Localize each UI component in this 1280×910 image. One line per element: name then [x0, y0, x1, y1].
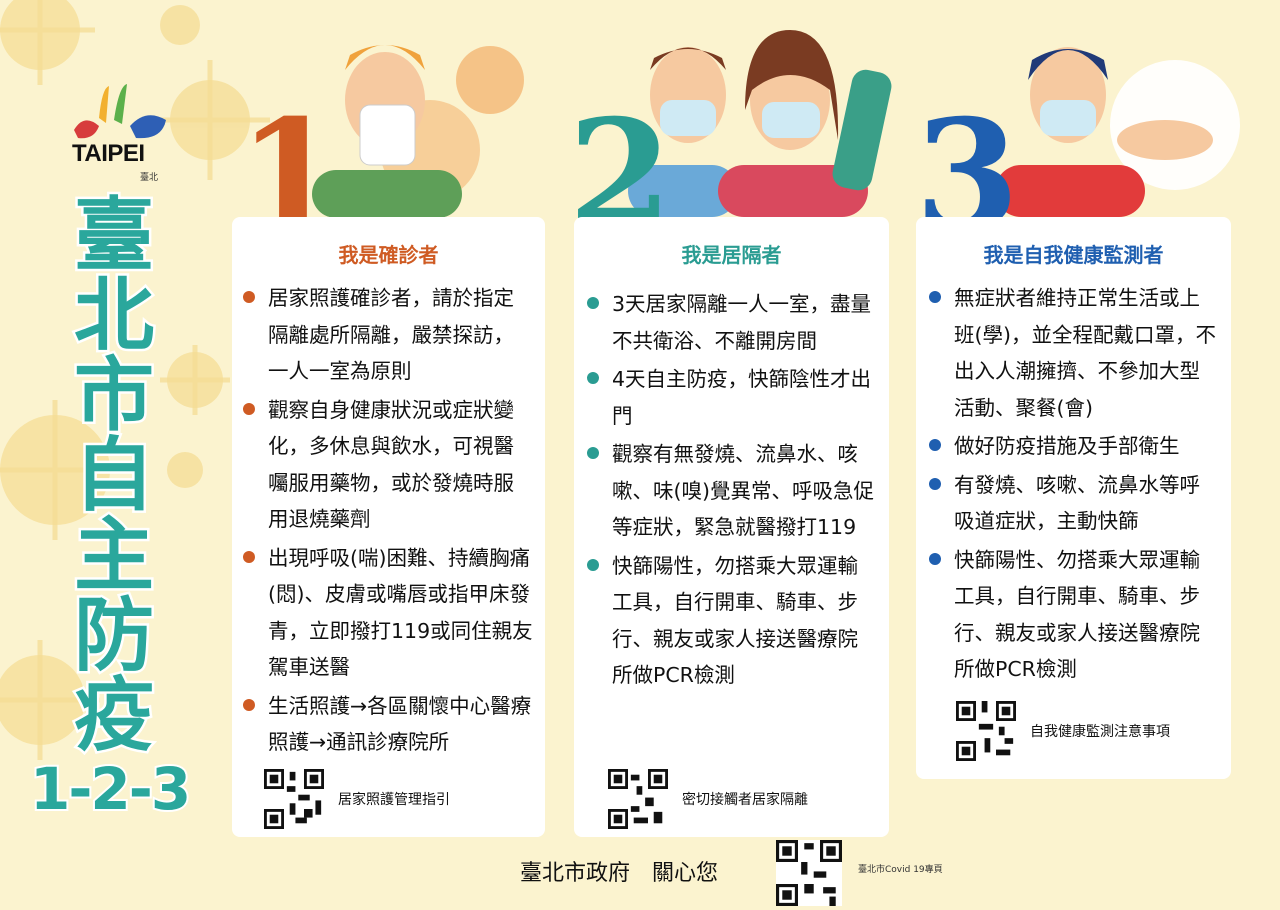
- list-item: 居家照護確診者，請於指定隔離處所隔離，嚴禁探訪，一人一室為原則: [238, 280, 533, 390]
- list-item: 無症狀者維持正常生活或上班(學)，並全程配戴口罩，不出入人潮擁擠、不參加大型活動…: [924, 280, 1219, 426]
- list-item: 做好防疫措施及手部衛生: [924, 428, 1219, 465]
- card-list: 3天居家隔離一人一室，盡量不共衛浴、不離開房間 4天自主防疫，快篩陰性才出門 觀…: [582, 286, 877, 694]
- qr-code-icon[interactable]: [776, 840, 842, 906]
- title-char: 主: [72, 509, 157, 602]
- list-item: 快篩陽性、勿搭乘大眾運輸工具，自行開車、騎車、步行、親友或家人接送醫療院所做PC…: [924, 542, 1219, 688]
- two-people-masks-illustration: [628, 30, 892, 217]
- qr-label: 居家照護管理指引: [338, 792, 450, 808]
- qr-code-icon: [956, 701, 1016, 761]
- bullet-icon: [587, 297, 599, 309]
- qr-link[interactable]: 居家照護管理指引: [264, 769, 450, 829]
- list-item: 出現呼吸(喘)困難、持續胸痛(悶)、皮膚或嘴唇或指甲床發青，立即撥打119或同住…: [238, 540, 533, 686]
- logo-subtext: 臺北: [140, 173, 159, 183]
- footer-covid-page-label: 臺北市Covid 19專頁: [858, 865, 943, 875]
- title-char: 市: [72, 349, 157, 442]
- card-home-quarantine: 我是居隔者 3天居家隔離一人一室，盡量不共衛浴、不離開房間 4天自主防疫，快篩陰…: [574, 217, 889, 837]
- list-item: 3天居家隔離一人一室，盡量不共衛浴、不離開房間: [582, 286, 877, 359]
- bullet-icon: [929, 552, 941, 565]
- title-char: 北: [72, 269, 157, 362]
- person-sneezing-illustration: [312, 45, 524, 218]
- list-item: 快篩陽性，勿搭乘大眾運輸工具，自行開車、騎車、步行、親友或家人接送醫療院所做PC…: [582, 548, 877, 694]
- title-char: 臺: [72, 189, 157, 282]
- page-title: 臺 北 市 自 主 防 疫: [62, 189, 166, 762]
- bullet-icon: [929, 291, 941, 303]
- list-item: 有發燒、咳嗽、流鼻水等呼吸道症狀，主動快篩: [924, 467, 1219, 540]
- bullet-icon: [929, 439, 941, 451]
- title-number: 1-2-3: [28, 753, 193, 825]
- bullet-icon: [243, 550, 255, 563]
- bullet-icon: [243, 402, 255, 415]
- card-heading: 我是自我健康監測者: [983, 243, 1164, 267]
- qr-label: 密切接觸者居家隔離: [682, 792, 808, 808]
- list-item: 觀察有無發燒、流鼻水、咳嗽、味(嗅)覺異常、呼吸急促等症狀，緊急就醫撥打119: [582, 436, 877, 546]
- taipei-logo: [74, 84, 166, 139]
- person-handwashing-illustration: [995, 47, 1240, 217]
- card-heading: 我是居隔者: [681, 243, 782, 267]
- title-char: 疫: [72, 669, 157, 762]
- qr-code-icon: [608, 769, 668, 829]
- bullet-icon: [243, 291, 255, 303]
- title-char: 自: [72, 429, 157, 522]
- card-list: 居家照護確診者，請於指定隔離處所隔離，嚴禁探訪，一人一室為原則 觀察自身健康狀況…: [238, 280, 533, 761]
- card-self-health-monitoring: 我是自我健康監測者 無症狀者維持正常生活或上班(學)，並全程配戴口罩，不出入人潮…: [916, 217, 1231, 779]
- bullet-icon: [587, 372, 599, 384]
- list-item: 生活照護→各區關懷中心醫療照護→通訊診療院所: [238, 688, 533, 761]
- card-list: 無症狀者維持正常生活或上班(學)，並全程配戴口罩，不出入人潮擁擠、不參加大型活動…: [924, 280, 1219, 688]
- qr-link[interactable]: 密切接觸者居家隔離: [608, 769, 808, 829]
- list-item: 觀察自身健康狀況或症狀變化，多休息與飲水，可視醫囑服用藥物，或於發燒時服用退燒藥…: [238, 392, 533, 538]
- footer-text: 臺北市政府 關心您: [520, 861, 719, 886]
- bullet-icon: [929, 477, 941, 490]
- qr-code-icon: [264, 769, 324, 829]
- bullet-icon: [587, 558, 599, 571]
- bullet-icon: [243, 698, 255, 711]
- card-heading: 我是確診者: [338, 243, 439, 267]
- qr-label: 自我健康監測注意事項: [1030, 724, 1170, 740]
- list-item: 4天自主防疫，快篩陰性才出門: [582, 361, 877, 434]
- logo-text: TAIPEI: [72, 140, 145, 167]
- bullet-icon: [587, 447, 599, 459]
- qr-link[interactable]: 自我健康監測注意事項: [956, 701, 1170, 761]
- card-confirmed-case: 我是確診者 居家照護確診者，請於指定隔離處所隔離，嚴禁探訪，一人一室為原則 觀察…: [232, 217, 545, 837]
- title-char: 防: [72, 589, 157, 682]
